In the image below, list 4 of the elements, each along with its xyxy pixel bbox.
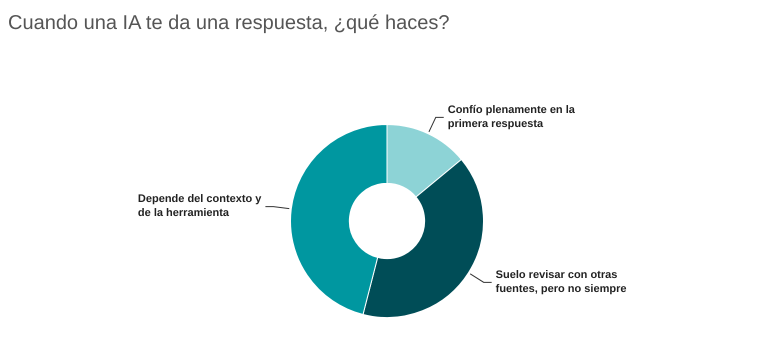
slice-label: Confío plenamente en la primera respuesta xyxy=(448,104,576,130)
slice-label: Depende del contexto y de la herramienta xyxy=(138,193,262,220)
chart-title: Cuando una IA te da una respuesta, ¿qué haces? xyxy=(8,12,450,35)
slice-label: Suelo revisar con otras fuentes, pero no siempre xyxy=(496,268,626,295)
